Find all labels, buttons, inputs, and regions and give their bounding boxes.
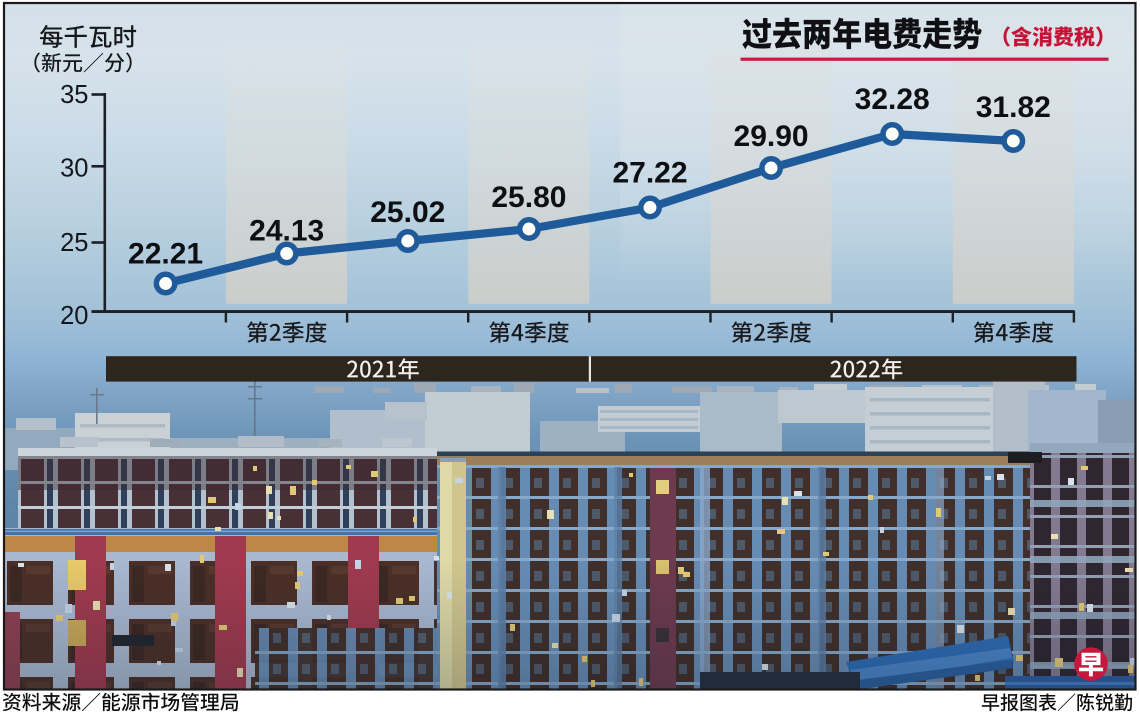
svg-text:25: 25	[60, 229, 88, 257]
svg-text:25.80: 25.80	[491, 181, 566, 214]
svg-text:27.22: 27.22	[612, 157, 687, 190]
svg-text:30: 30	[60, 155, 88, 183]
svg-text:22.21: 22.21	[128, 238, 203, 271]
svg-text:31.82: 31.82	[976, 91, 1051, 124]
svg-text:29.90: 29.90	[734, 120, 809, 153]
svg-text:32.28: 32.28	[855, 83, 930, 116]
svg-text:20: 20	[60, 302, 88, 330]
svg-text:25.02: 25.02	[370, 196, 445, 229]
svg-text:35: 35	[60, 81, 88, 109]
svg-text:24.13: 24.13	[249, 215, 324, 248]
